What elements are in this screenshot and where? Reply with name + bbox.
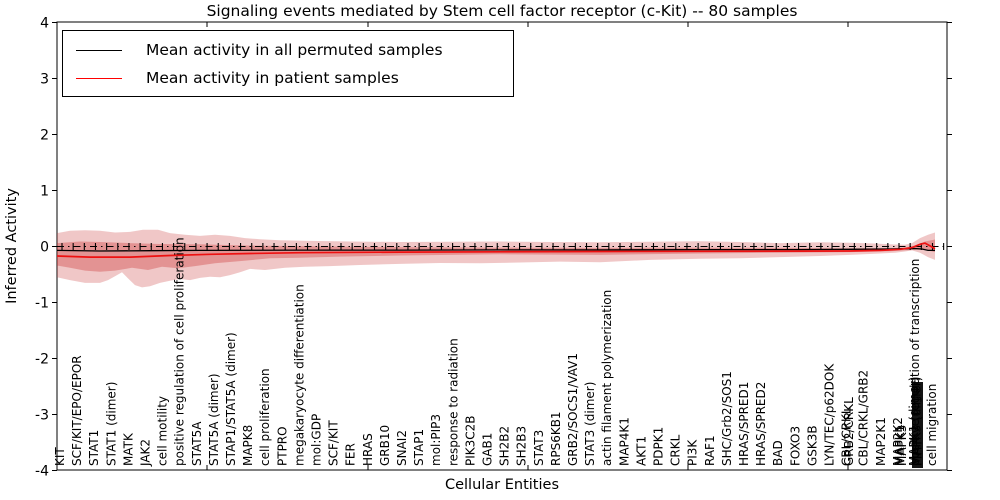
x-tick-label: CRKL — [669, 434, 683, 466]
x-tick-label: STAT1 (dimer) — [104, 382, 118, 466]
y-tick-label: -4 — [35, 464, 49, 480]
y-tick-label: 4 — [40, 16, 49, 32]
x-tick-label: CBL/CRKL — [840, 407, 854, 466]
x-tick-label: GRB10 — [378, 425, 392, 466]
x-tick-label: mol:PIP3 — [429, 414, 443, 466]
x-tick-label: STAP1 — [412, 429, 426, 466]
y-tick-label: -1 — [35, 296, 49, 312]
x-tick-label: CBL/CRKL/GRB2 — [857, 370, 871, 466]
x-tick-label: MATK — [121, 432, 135, 466]
legend-item-patient: Mean activity in patient samples — [63, 64, 513, 92]
y-tick-label: -3 — [35, 408, 49, 424]
y-tick-label: 0 — [40, 240, 49, 256]
overlapping-labels-blob — [912, 382, 923, 468]
legend-box: Mean activity in all permuted samples Me… — [62, 30, 514, 97]
y-tick-label: 1 — [40, 184, 49, 200]
x-tick-label: positive regulation of transcription — [908, 259, 922, 466]
x-tick-label: PDPK1 — [652, 427, 666, 466]
x-tick-label: GSK3B — [805, 425, 819, 466]
x-tick-label: response to radiation — [446, 338, 460, 466]
x-tick-label: STAP1/STAT5A (dimer) — [224, 332, 238, 466]
mean-patient-line — [56, 242, 936, 258]
mean-permuted-line — [56, 247, 935, 252]
x-tick-label: RPS6KB1 — [549, 411, 563, 466]
x-tick-label: PTPRO — [275, 426, 289, 466]
x-tick-label: MAPK1 (dimer) — [907, 377, 921, 466]
x-tick-label: actin filament polymerization — [600, 290, 614, 466]
x-tick-label: GRB2/CRKL — [842, 397, 856, 466]
y-axis-label: Inferred Activity — [4, 188, 20, 304]
legend-item-permuted: Mean activity in all permuted samples — [63, 36, 513, 64]
x-tick-label: MAPK3 (dimer) — [909, 377, 923, 466]
y-tick-label: 2 — [40, 128, 49, 144]
x-tick-label: positive regulation of cell proliferatio… — [173, 237, 187, 466]
x-tick-label: MAPK8 — [241, 425, 255, 466]
x-tick-label: MITF — [911, 438, 925, 466]
chart-title: Signaling events mediated by Stem cell f… — [206, 2, 798, 20]
y-tick-label: 3 — [40, 72, 49, 88]
x-tick-label: RAF1 — [703, 435, 717, 466]
x-tick-label: BAD — [771, 440, 785, 466]
x-tick-label: SNAI2 — [395, 430, 409, 466]
x-tick-label: HRAS/SPRED1 — [737, 382, 751, 466]
x-tick-label: megakaryocyte differentiation — [292, 284, 306, 466]
x-tick-label: KIT — [53, 447, 67, 466]
x-tick-label: FER — [344, 443, 358, 466]
legend-line-red — [76, 77, 122, 79]
x-tick-label: MAP2K2 — [891, 417, 905, 466]
x-tick-label: STAT5A (dimer) — [207, 373, 221, 466]
x-tick-label: MAPK1 — [893, 425, 907, 466]
x-tick-label: PIK3C2B — [463, 415, 477, 466]
x-tick-label: STAT3 — [532, 430, 546, 466]
inner-confidence-band — [57, 239, 935, 272]
legend-line-black — [76, 49, 122, 51]
x-tick-label: STAT1 — [87, 430, 101, 466]
outer-confidence-band — [57, 229, 935, 288]
x-tick-label: LYN/TEC/p62DOK — [823, 363, 837, 466]
x-tick-label: SH2B3 — [515, 426, 529, 466]
x-tick-label: STAT5A — [190, 421, 204, 466]
y-tick-label: -2 — [35, 352, 49, 368]
x-tick-label: mol:GDP — [310, 414, 324, 466]
x-tick-label: HRAS/SPRED2 — [754, 382, 768, 466]
x-tick-label: SCF/KIT/EPO/EPOR — [70, 355, 84, 466]
legend-label-permuted: Mean activity in all permuted samples — [146, 41, 443, 59]
x-tick-label: JAK2 — [139, 439, 153, 467]
x-tick-label: MAP2K1 — [874, 417, 888, 466]
x-tick-label: MAP4K1 — [617, 417, 631, 466]
x-tick-label: SHC/Grb2/SOS1 — [720, 371, 734, 466]
x-tick-label: STAT3 (dimer) — [583, 382, 597, 466]
x-tick-label: cell migration — [925, 384, 939, 466]
x-tick-label: cell motility — [156, 396, 170, 466]
x-tick-label: PI3K — [686, 439, 700, 466]
x-tick-label: cell proliferation — [258, 368, 272, 466]
x-tick-label: MAPK3 — [895, 425, 909, 466]
legend-label-patient: Mean activity in patient samples — [146, 69, 399, 87]
x-tick-label: HRAS — [361, 433, 375, 466]
x-axis-label: Cellular Entities — [444, 477, 560, 493]
x-tick-label: SH2B2 — [498, 426, 512, 466]
x-tick-label: FOXO3 — [788, 426, 802, 466]
x-tick-label: AKT1 — [634, 436, 648, 466]
x-tick-label: GAB1 — [481, 433, 495, 466]
x-tick-label: SCF/KIT — [327, 420, 341, 466]
x-tick-label: GRB2/SOCS1/VAV1 — [566, 353, 580, 466]
